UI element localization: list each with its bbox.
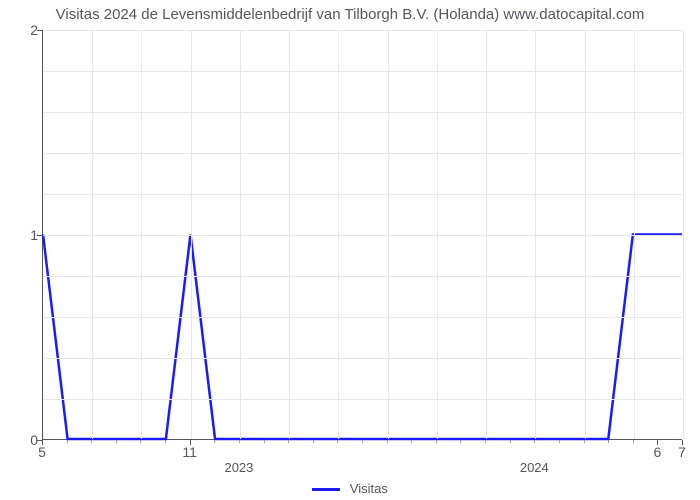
y-tick bbox=[37, 235, 42, 236]
y-tick-label: 1 bbox=[8, 227, 38, 243]
plot-area bbox=[42, 30, 682, 440]
y-tick-label: 0 bbox=[8, 432, 38, 448]
x-year-label: 2023 bbox=[224, 460, 253, 475]
x-tick-label: 6 bbox=[653, 444, 661, 460]
legend: Visitas bbox=[0, 481, 700, 496]
grid-v bbox=[585, 30, 586, 439]
grid-h-minor bbox=[43, 71, 682, 72]
grid-v bbox=[683, 30, 684, 439]
x-tick-minor bbox=[559, 440, 560, 443]
y-tick-label: 2 bbox=[8, 22, 38, 38]
grid-v bbox=[338, 30, 339, 439]
x-tick-minor bbox=[313, 440, 314, 443]
legend-label: Visitas bbox=[350, 481, 388, 496]
x-tick-minor bbox=[387, 440, 388, 443]
x-year-label: 2024 bbox=[520, 460, 549, 475]
grid-v bbox=[92, 30, 93, 439]
x-tick-minor bbox=[362, 440, 363, 443]
grid-v bbox=[634, 30, 635, 439]
x-tick-minor bbox=[214, 440, 215, 443]
x-tick-minor bbox=[91, 440, 92, 443]
x-tick-minor bbox=[288, 440, 289, 443]
x-tick-label: 7 bbox=[678, 444, 686, 460]
grid-v bbox=[437, 30, 438, 439]
x-tick-minor bbox=[264, 440, 265, 443]
x-tick-minor bbox=[608, 440, 609, 443]
x-tick-label: 11 bbox=[182, 444, 197, 460]
chart-container: Visitas 2024 de Levensmiddelenbedrijf va… bbox=[0, 0, 700, 500]
x-tick-minor bbox=[239, 440, 240, 443]
grid-v bbox=[141, 30, 142, 439]
grid-v bbox=[191, 30, 192, 439]
grid-h bbox=[43, 30, 682, 31]
grid-h-minor bbox=[43, 317, 682, 318]
grid-v bbox=[535, 30, 536, 439]
grid-h-minor bbox=[43, 153, 682, 154]
y-tick bbox=[37, 30, 42, 31]
grid-h bbox=[43, 235, 682, 236]
x-tick-minor bbox=[140, 440, 141, 443]
x-tick-minor bbox=[337, 440, 338, 443]
grid-v bbox=[388, 30, 389, 439]
x-tick-minor bbox=[584, 440, 585, 443]
x-tick-minor bbox=[510, 440, 511, 443]
x-tick-minor bbox=[67, 440, 68, 443]
legend-swatch bbox=[312, 488, 340, 491]
grid-v bbox=[240, 30, 241, 439]
grid-v bbox=[289, 30, 290, 439]
chart-title: Visitas 2024 de Levensmiddelenbedrijf va… bbox=[0, 6, 700, 23]
x-tick-minor bbox=[436, 440, 437, 443]
grid-h-minor bbox=[43, 399, 682, 400]
grid-v bbox=[486, 30, 487, 439]
grid-h-minor bbox=[43, 112, 682, 113]
x-tick-minor bbox=[534, 440, 535, 443]
x-tick-minor bbox=[411, 440, 412, 443]
x-tick-minor bbox=[165, 440, 166, 443]
grid-h-minor bbox=[43, 358, 682, 359]
x-tick-label: 5 bbox=[38, 444, 46, 460]
x-tick-minor bbox=[116, 440, 117, 443]
grid-h-minor bbox=[43, 194, 682, 195]
x-tick-minor bbox=[485, 440, 486, 443]
x-tick-minor bbox=[633, 440, 634, 443]
x-tick-minor bbox=[460, 440, 461, 443]
grid-h-minor bbox=[43, 276, 682, 277]
